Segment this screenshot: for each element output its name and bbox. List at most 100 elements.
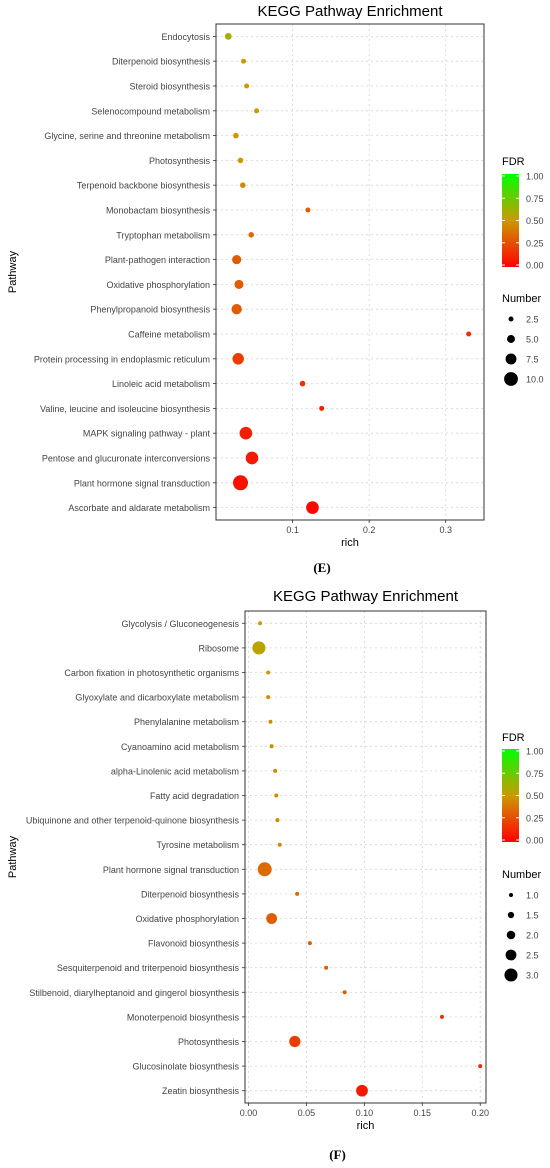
data-point [248, 232, 255, 238]
chart-title: KEGG Pathway Enrichment [273, 588, 459, 605]
x-tick-label: 0.20 [471, 1108, 489, 1118]
data-point [266, 913, 278, 924]
size-legend-title: Number [502, 869, 541, 881]
size-legend-label: 7.5 [526, 355, 539, 365]
chart-title: KEGG Pathway Enrichment [257, 3, 443, 20]
y-axis-title: Pathway [7, 250, 19, 293]
y-tick-label: Oxidative phosphorylation [135, 914, 239, 924]
data-point [266, 695, 271, 700]
figure-caption: (F) [329, 1147, 346, 1162]
plot-border [244, 610, 487, 1104]
data-point [245, 451, 259, 465]
y-tick-label: Glucosinolate biosynthesis [132, 1062, 239, 1072]
fdr-legend-label: 0.50 [526, 791, 544, 801]
x-tick-label: 0.05 [298, 1108, 316, 1118]
x-tick-label: 0.00 [240, 1108, 258, 1118]
data-point [439, 1014, 444, 1019]
data-point [224, 33, 232, 40]
data-point [295, 891, 300, 896]
y-tick-label: Caffeine metabolism [128, 330, 210, 340]
y-tick-label: Glyoxylate and dicarboxylate metabolism [75, 693, 239, 703]
data-point [241, 58, 247, 64]
data-point [244, 83, 250, 89]
y-tick-label: Plant-pathogen interaction [105, 255, 210, 265]
y-tick-label: Endocytosis [161, 32, 210, 42]
size-legend-label: 2.5 [526, 951, 539, 961]
size-legend-key [505, 949, 517, 961]
data-point [266, 670, 271, 675]
y-tick-label: Glycolysis / Gluconeogenesis [121, 619, 239, 629]
data-point [478, 1064, 483, 1069]
data-point [306, 501, 319, 514]
data-point [234, 279, 244, 289]
data-point [254, 108, 260, 114]
y-tick-label: Pentose and glucuronate interconversions [42, 454, 211, 464]
size-legend-title: Number [502, 293, 541, 305]
size-legend-key [505, 353, 517, 365]
data-point [239, 426, 253, 440]
y-tick-label: alpha-Linolenic acid metabolism [111, 766, 239, 776]
fdr-legend-label: 1.00 [526, 172, 544, 182]
data-point [231, 304, 242, 315]
fdr-colorbar [502, 749, 519, 842]
fdr-legend-label: 1.00 [526, 747, 544, 757]
size-legend-label: 3.0 [526, 971, 539, 981]
y-tick-label: Linoleic acid metabolism [112, 379, 210, 389]
y-tick-label: Glycine, serine and threonine metabolism [44, 131, 210, 141]
data-point [268, 719, 273, 724]
data-point [275, 818, 280, 823]
x-tick-label: 0.10 [356, 1108, 374, 1118]
y-tick-label: Valine, leucine and isoleucine biosynthe… [40, 404, 210, 414]
data-point [258, 621, 263, 626]
y-tick-label: Photosynthesis [178, 1037, 240, 1047]
size-legend-label: 1.5 [526, 911, 539, 921]
y-tick-label: Plant hormone signal transduction [74, 478, 210, 488]
size-legend-key [504, 372, 518, 386]
data-point [240, 182, 246, 188]
y-tick-label: MAPK signaling pathway - plant [83, 429, 211, 439]
fdr-legend-label: 0.50 [526, 216, 544, 226]
plot-border [215, 23, 485, 521]
data-point [257, 862, 272, 877]
y-tick-label: Tryptophan metabolism [116, 230, 210, 240]
data-point [237, 157, 244, 164]
y-tick-label: Oxidative phosphorylation [106, 280, 210, 290]
y-tick-label: Photosynthesis [149, 156, 211, 166]
data-point [307, 941, 312, 946]
x-axis-title: rich [357, 1120, 375, 1132]
fdr-legend-label: 0.00 [526, 836, 544, 846]
y-tick-label: Stilbenoid, diarylheptanoid and gingerol… [29, 988, 239, 998]
data-point [466, 331, 472, 337]
x-tick-label: 0.2 [363, 525, 376, 535]
y-tick-label: Monoterpenoid biosynthesis [127, 1012, 240, 1022]
x-tick-label: 0.15 [414, 1108, 432, 1118]
x-tick-label: 0.1 [286, 525, 299, 535]
y-tick-label: Fatty acid degradation [150, 791, 239, 801]
y-tick-label: Ascorbate and aldarate metabolism [68, 503, 210, 513]
size-legend-key [509, 893, 513, 897]
size-legend-key [507, 911, 515, 919]
figure-caption: (E) [313, 560, 330, 575]
data-point [324, 965, 329, 970]
y-tick-label: Tyrosine metabolism [156, 840, 239, 850]
data-point [274, 793, 279, 798]
y-tick-label: Zeatin biosynthesis [162, 1086, 240, 1096]
data-point [269, 744, 274, 749]
data-point [289, 1035, 301, 1048]
data-point [342, 990, 347, 995]
plot-area [216, 24, 484, 520]
size-legend-key [507, 335, 515, 343]
fdr-colorbar [502, 174, 519, 267]
x-tick-label: 0.3 [439, 525, 452, 535]
y-tick-label: Phenylalanine metabolism [134, 717, 239, 727]
fdr-legend-label: 0.25 [526, 238, 544, 248]
y-tick-label: Carbon fixation in photosynthetic organi… [64, 668, 239, 678]
data-point [252, 641, 266, 655]
y-tick-label: Steroid biosynthesis [129, 82, 210, 92]
data-point [356, 1084, 368, 1097]
chart-panel-f: KEGG Pathway Enrichment Glycolysis / Gluc… [7, 588, 544, 1162]
y-axis-title: Pathway [7, 835, 19, 878]
size-legend-label: 10.0 [526, 375, 544, 385]
data-point [232, 353, 244, 365]
